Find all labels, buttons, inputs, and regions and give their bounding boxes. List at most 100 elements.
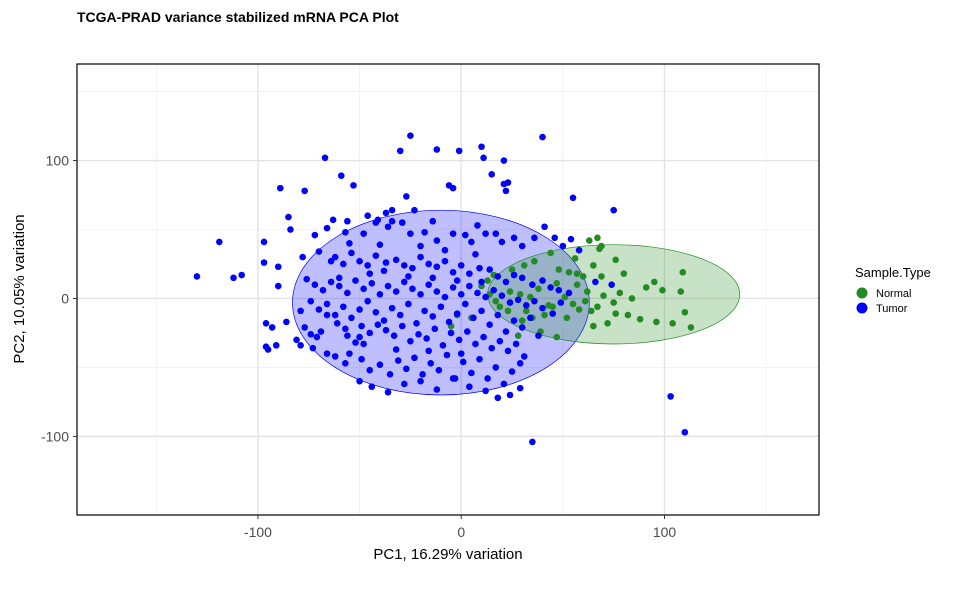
point-tumor xyxy=(476,264,483,272)
point-tumor xyxy=(667,393,674,400)
point-normal xyxy=(575,306,583,313)
point-tumor xyxy=(382,326,390,334)
point-tumor xyxy=(311,231,319,239)
point-tumor xyxy=(394,357,402,364)
point-tumor xyxy=(285,213,292,221)
point-normal xyxy=(492,297,500,305)
point-tumor xyxy=(478,278,485,286)
point-tumor xyxy=(449,268,457,276)
point-tumor xyxy=(492,364,500,371)
point-tumor xyxy=(484,375,491,382)
point-tumor xyxy=(327,278,335,286)
point-tumor xyxy=(425,347,432,355)
point-tumor xyxy=(486,321,493,328)
point-normal xyxy=(535,285,542,293)
point-tumor xyxy=(376,241,384,248)
point-tumor xyxy=(272,342,280,349)
point-tumor xyxy=(529,281,536,288)
point-tumor xyxy=(494,394,502,402)
point-normal xyxy=(588,307,595,315)
point-tumor xyxy=(488,344,496,352)
point-tumor xyxy=(518,242,526,250)
point-tumor xyxy=(500,380,508,388)
point-tumor xyxy=(340,260,347,268)
point-tumor xyxy=(360,285,367,293)
point-tumor xyxy=(512,340,520,348)
point-normal xyxy=(612,310,620,317)
point-normal xyxy=(508,266,516,273)
point-tumor xyxy=(541,223,548,231)
point-tumor xyxy=(287,226,294,233)
point-tumor xyxy=(494,273,502,280)
point-normal xyxy=(553,279,561,287)
point-tumor xyxy=(392,288,400,295)
point-tumor xyxy=(490,286,498,294)
point-tumor xyxy=(344,332,351,340)
point-tumor xyxy=(482,230,489,237)
point-tumor xyxy=(358,355,365,363)
point-tumor xyxy=(423,335,430,342)
point-tumor xyxy=(480,154,487,162)
point-tumor xyxy=(504,179,512,186)
point-tumor xyxy=(502,328,510,335)
point-tumor xyxy=(592,278,599,286)
point-tumor xyxy=(356,333,363,341)
y-tick-label: 100 xyxy=(46,153,70,169)
point-tumor xyxy=(297,307,304,315)
point-tumor xyxy=(439,342,447,349)
point-tumor xyxy=(323,350,331,357)
point-tumor xyxy=(482,293,489,301)
point-normal xyxy=(545,302,552,309)
point-tumor xyxy=(329,216,337,224)
point-tumor xyxy=(516,384,524,392)
point-tumor xyxy=(413,319,420,327)
point-tumor xyxy=(342,359,349,367)
point-tumor xyxy=(449,284,457,291)
point-tumor xyxy=(352,277,359,284)
point-tumor xyxy=(445,318,453,326)
point-tumor xyxy=(529,438,536,446)
point-tumor xyxy=(342,325,349,333)
point-tumor xyxy=(488,171,496,178)
point-normal xyxy=(677,288,685,295)
point-tumor xyxy=(346,239,353,247)
point-tumor xyxy=(372,308,380,316)
point-tumor xyxy=(466,270,473,277)
point-tumor xyxy=(392,256,400,264)
point-tumor xyxy=(407,230,414,237)
point-tumor xyxy=(315,306,323,313)
point-normal xyxy=(659,286,666,294)
point-tumor xyxy=(492,230,500,237)
point-tumor xyxy=(333,319,341,327)
point-normal xyxy=(518,317,526,324)
point-normal xyxy=(573,270,581,277)
point-tumor xyxy=(405,300,412,308)
point-tumor xyxy=(419,371,426,378)
point-normal xyxy=(610,299,617,306)
point-normal xyxy=(516,291,524,298)
point-tumor xyxy=(461,231,469,239)
point-normal xyxy=(651,278,658,286)
point-tumor xyxy=(415,331,422,338)
point-normal xyxy=(612,256,620,264)
point-tumor xyxy=(344,217,351,225)
point-normal xyxy=(620,270,628,277)
point-tumor xyxy=(193,273,201,280)
point-tumor xyxy=(301,187,308,195)
point-tumor xyxy=(268,324,276,331)
point-tumor xyxy=(313,333,321,341)
point-tumor xyxy=(346,350,353,357)
point-tumor xyxy=(388,217,396,225)
point-tumor xyxy=(474,289,481,297)
point-tumor xyxy=(403,193,410,200)
point-tumor xyxy=(319,286,327,294)
point-tumor xyxy=(551,234,559,242)
point-tumor xyxy=(502,187,510,195)
point-normal xyxy=(522,307,530,315)
point-tumor xyxy=(518,274,526,282)
point-tumor xyxy=(276,184,284,192)
point-tumor xyxy=(468,238,475,246)
point-tumor xyxy=(230,274,237,282)
point-normal xyxy=(563,314,571,322)
point-tumor xyxy=(472,251,479,258)
